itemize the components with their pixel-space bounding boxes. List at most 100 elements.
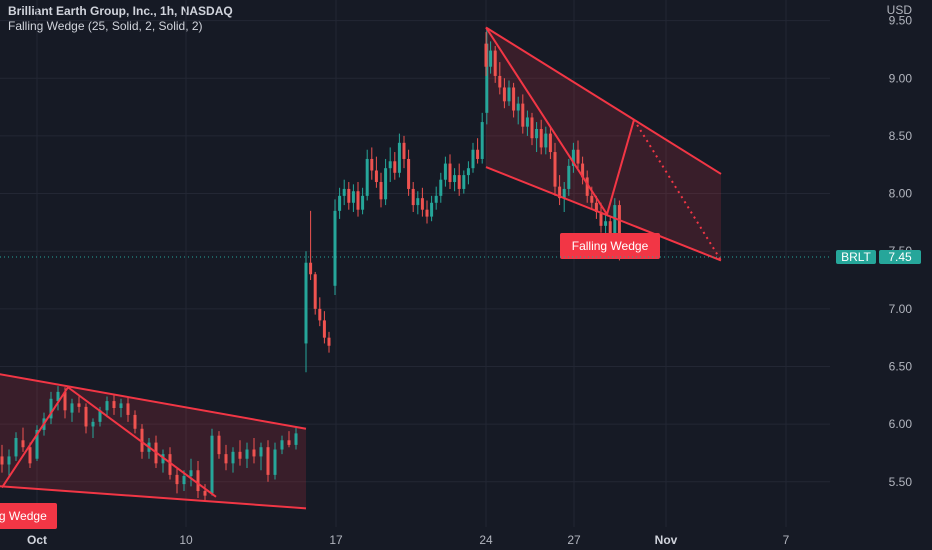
candle-body bbox=[476, 149, 480, 159]
candle-body bbox=[548, 133, 552, 153]
candle-body bbox=[294, 433, 298, 445]
wedge-labels: Falling Wedge Falling Wedge bbox=[0, 233, 660, 529]
candle-body bbox=[322, 320, 326, 338]
x-tick-label: 7 bbox=[783, 533, 790, 547]
x-tick-label: Nov bbox=[655, 533, 678, 547]
candle-body bbox=[453, 175, 457, 183]
chart-title: Brilliant Earth Group, Inc., 1h, NASDAQ bbox=[8, 4, 233, 18]
candle-body bbox=[168, 454, 172, 475]
candle-body bbox=[562, 188, 566, 199]
ticker-badge bbox=[836, 249, 876, 264]
candle-body bbox=[56, 391, 60, 402]
candle-body bbox=[457, 175, 461, 189]
candle-body bbox=[443, 163, 447, 180]
candle-body bbox=[365, 158, 369, 196]
candle-body bbox=[617, 205, 621, 257]
candle-body bbox=[544, 133, 548, 148]
candle-body bbox=[342, 188, 346, 196]
candle-body bbox=[558, 186, 562, 199]
candle-body bbox=[327, 337, 331, 346]
x-tick-label: 10 bbox=[179, 533, 193, 547]
currency-label: USD bbox=[887, 3, 913, 17]
price-badge-value: 7.45 bbox=[888, 250, 912, 264]
y-tick-label: 9.00 bbox=[889, 71, 913, 85]
candle-body bbox=[384, 168, 388, 200]
time-axis[interactable]: Oct 10 17 24 27 Nov 7 bbox=[27, 533, 790, 547]
candle-body bbox=[594, 202, 598, 212]
candle-body bbox=[0, 456, 4, 465]
y-tick-label: 9.50 bbox=[889, 14, 913, 28]
indicator-label: Falling Wedge (25, Solid, 2, Solid, 2) bbox=[8, 19, 203, 33]
candle-body bbox=[49, 398, 53, 419]
candle-body bbox=[196, 470, 200, 492]
candle-body bbox=[287, 440, 291, 445]
candle-body bbox=[411, 188, 415, 206]
candle-body bbox=[448, 163, 452, 183]
candle-body bbox=[493, 50, 497, 76]
candle-body bbox=[35, 429, 39, 459]
candle-body bbox=[535, 128, 539, 139]
y-tick-label: 6.50 bbox=[889, 360, 913, 374]
candle-body bbox=[480, 122, 484, 159]
candle-body bbox=[439, 179, 443, 196]
candle-body bbox=[370, 158, 374, 171]
candle-body bbox=[420, 198, 424, 210]
last-price-tag: BRLT 7.45 bbox=[0, 249, 921, 264]
candle-body bbox=[318, 308, 322, 321]
candle-body bbox=[462, 175, 466, 189]
candle-body bbox=[613, 205, 617, 238]
candle-body bbox=[590, 195, 594, 203]
candle-body bbox=[273, 449, 277, 475]
candle-body bbox=[98, 410, 102, 422]
candle-body bbox=[338, 195, 342, 211]
wedge-label-text: Falling Wedge bbox=[572, 239, 649, 253]
candle-body bbox=[585, 177, 589, 196]
candle-body bbox=[397, 142, 401, 173]
candle-body bbox=[484, 43, 488, 67]
candle-body bbox=[133, 414, 137, 429]
candle-body bbox=[498, 75, 502, 88]
wedge-zigzags bbox=[0, 26, 722, 510]
candle-body bbox=[347, 188, 351, 203]
candle-body bbox=[608, 221, 612, 238]
y-tick-label: 8.00 bbox=[889, 187, 913, 201]
candle-body bbox=[553, 152, 557, 187]
candle-body bbox=[217, 435, 221, 455]
candle-body bbox=[126, 403, 130, 415]
candle-body bbox=[313, 274, 317, 309]
candle-body bbox=[416, 198, 420, 206]
candle-body bbox=[119, 403, 123, 409]
candle-body bbox=[333, 210, 337, 286]
candle-body bbox=[512, 87, 516, 111]
wedge-upper-line bbox=[0, 373, 307, 430]
y-tick-label: 5.50 bbox=[889, 475, 913, 489]
candle-body bbox=[105, 401, 109, 411]
wedge-patterns bbox=[0, 27, 721, 509]
candle-body bbox=[599, 211, 603, 226]
candle-body bbox=[245, 449, 249, 459]
candle-body bbox=[266, 447, 270, 475]
candle-body bbox=[14, 437, 18, 457]
x-tick-label: Oct bbox=[27, 533, 47, 547]
candle-body bbox=[489, 50, 493, 67]
candle-body bbox=[525, 117, 529, 127]
candle-body bbox=[259, 447, 263, 457]
wedge-upper-line bbox=[485, 26, 722, 175]
candle-body bbox=[530, 117, 534, 139]
candle-body bbox=[112, 401, 116, 409]
y-tick-label: 6.00 bbox=[889, 417, 913, 431]
price-badge bbox=[879, 249, 921, 264]
candle-body bbox=[63, 391, 67, 411]
candle-body bbox=[388, 161, 392, 169]
candle-body bbox=[521, 103, 525, 127]
candle-body bbox=[374, 170, 378, 183]
candle-body bbox=[507, 87, 511, 102]
candle-body bbox=[434, 195, 438, 203]
candle-body bbox=[379, 182, 383, 200]
candle-body bbox=[304, 262, 308, 344]
price-axis[interactable]: USD 9.509.008.508.007.507.006.506.005.50 bbox=[887, 3, 913, 489]
x-tick-label: 17 bbox=[329, 533, 343, 547]
candle-body bbox=[393, 161, 397, 173]
wedge-label-text: Falling Wedge bbox=[0, 509, 47, 523]
